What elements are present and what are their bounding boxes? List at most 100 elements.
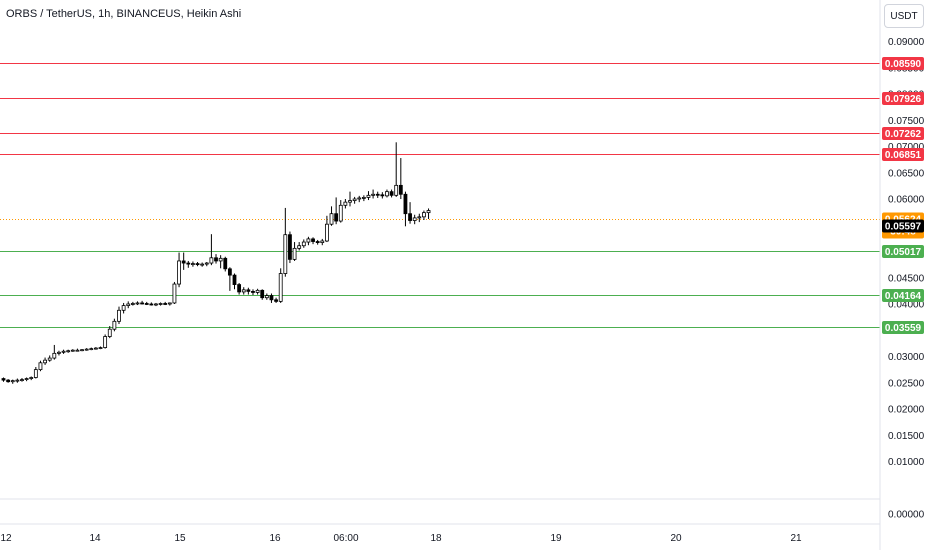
candle-body — [70, 349, 75, 352]
candle-body — [297, 245, 302, 249]
candle — [306, 236, 311, 246]
candle-body — [385, 191, 389, 197]
candle-body — [66, 350, 71, 353]
candle-body — [29, 377, 34, 379]
candle-body — [98, 347, 103, 349]
candle-body — [89, 348, 94, 351]
candle — [186, 260, 191, 268]
candle-body — [389, 191, 394, 196]
level-price-tag-text: 0.05017 — [885, 247, 922, 258]
x-tick-label: 06:00 — [333, 533, 358, 544]
candle-body — [214, 257, 218, 262]
candle — [357, 195, 362, 203]
candle-body — [237, 284, 242, 293]
candle — [264, 293, 269, 300]
candle-body — [375, 193, 380, 196]
x-tick-label: 20 — [670, 533, 682, 544]
candle — [269, 293, 274, 303]
y-tick-label: 0.04500 — [888, 273, 925, 284]
horizontal-levels — [0, 63, 880, 328]
candle — [52, 344, 57, 360]
candle-body — [232, 274, 237, 285]
x-tick-label: 19 — [550, 533, 562, 544]
x-tick-label: 12 — [0, 533, 12, 544]
candle — [158, 302, 163, 306]
candle-body — [357, 197, 362, 200]
candle — [223, 256, 228, 272]
candle — [385, 189, 389, 198]
candle — [47, 355, 52, 362]
y-tick-label: 0.02000 — [888, 405, 925, 416]
level-price-tag-text: 0.06851 — [885, 150, 922, 161]
y-tick-label: 0.06000 — [888, 195, 925, 206]
candle-body — [264, 295, 269, 299]
last-price-tag-text: 0.05597 — [885, 222, 922, 233]
candle-body — [301, 241, 306, 247]
candle — [15, 378, 20, 383]
candle — [288, 231, 292, 264]
candle-body — [274, 299, 278, 302]
y-tick-label: 0.07000 — [888, 142, 925, 153]
candle — [301, 239, 306, 248]
candle-body — [43, 359, 47, 364]
candle — [255, 288, 260, 295]
candle-body — [172, 283, 177, 304]
candle-body — [191, 263, 195, 265]
candle-body — [177, 260, 181, 285]
candle — [218, 255, 223, 269]
candle-body — [288, 234, 292, 260]
y-tick-label: 0.01500 — [888, 431, 925, 442]
candle — [394, 142, 399, 197]
candle-body — [38, 362, 43, 371]
candle-body — [394, 184, 399, 196]
candle-body — [163, 303, 168, 305]
candle — [61, 349, 66, 354]
candle — [94, 347, 98, 350]
candle — [348, 191, 352, 207]
candle — [6, 379, 11, 383]
candle-body — [361, 197, 366, 199]
candle — [232, 273, 237, 290]
candle-body — [94, 347, 98, 350]
candle — [371, 189, 376, 199]
candle-body — [348, 200, 352, 203]
candle-body — [223, 257, 228, 270]
candle-body — [204, 262, 209, 265]
candle — [163, 301, 168, 306]
candle-body — [218, 257, 223, 262]
candle-body — [334, 213, 339, 222]
candle — [24, 377, 29, 382]
candle — [241, 287, 246, 295]
candle — [121, 302, 126, 314]
candle-body — [338, 204, 343, 222]
candle-body — [6, 379, 11, 383]
candle — [126, 301, 131, 309]
x-tick-label: 14 — [89, 533, 101, 544]
level-price-tag-text: 0.08590 — [885, 59, 922, 70]
candle-body — [33, 369, 38, 378]
candle — [130, 301, 135, 306]
candle — [89, 347, 94, 351]
candle — [260, 289, 265, 300]
level-price-tag: 0.07926 — [882, 92, 924, 105]
candle-body — [426, 210, 431, 214]
candle — [297, 242, 302, 251]
candle-body — [130, 303, 135, 305]
candle-body — [107, 328, 112, 337]
y-tick-label: 0.02500 — [888, 378, 925, 389]
candle — [389, 189, 394, 198]
level-price-tag: 0.05017 — [882, 245, 924, 258]
candle — [320, 238, 325, 246]
candle-body — [126, 303, 131, 306]
candle — [191, 261, 195, 267]
candle — [75, 348, 80, 352]
candle — [227, 267, 232, 291]
candle — [251, 289, 255, 296]
time-axis: 12 14 15 16 06:00 18 19 20 21 — [0, 533, 802, 544]
x-tick-label: 21 — [790, 533, 802, 544]
y-tick-label: 0.06500 — [888, 168, 925, 179]
level-price-tag: 0.07262 — [882, 127, 924, 140]
currency-button[interactable]: USDT — [884, 4, 924, 28]
candle — [195, 262, 200, 267]
